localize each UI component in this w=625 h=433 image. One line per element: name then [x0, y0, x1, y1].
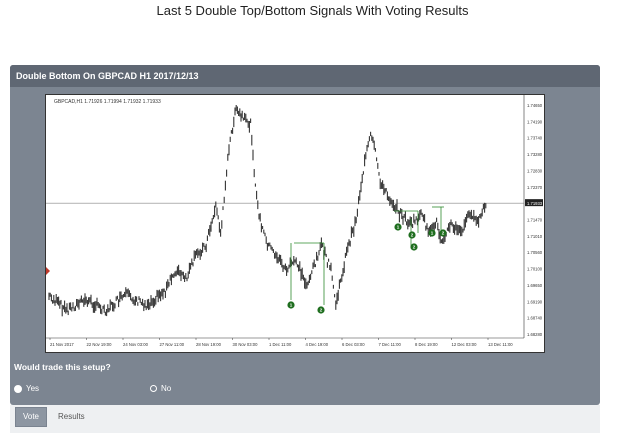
candles [48, 105, 487, 317]
price-tick-label: 1.73740 [527, 136, 543, 141]
chart-canvas: GBPCAD,H1 1.71926 1.71994 1.71932 1.7193… [46, 95, 543, 347]
price-tick-label: 1.71933 [527, 201, 543, 206]
vote-no-radio[interactable]: No [150, 384, 171, 393]
panel-header: Double Bottom On GBPCAD H1 2017/12/13 [10, 65, 600, 87]
trade-question: Would trade this setup? [14, 362, 111, 372]
time-tick-label: 28 Nov 19:00 [196, 342, 222, 347]
price-tick-label: 1.73280 [527, 152, 543, 157]
price-tick-label: 1.74190 [527, 119, 543, 124]
price-tick-label: 1.69650 [527, 283, 543, 288]
time-tick-label: 12 Dec 03:00 [452, 342, 478, 347]
time-tick-label: 30 Nov 03:00 [233, 342, 259, 347]
vote-no-label: No [161, 384, 172, 393]
price-tick-label: 1.70560 [527, 250, 543, 255]
signal-marker: 1 [394, 223, 402, 231]
price-tick-label: 1.68740 [527, 316, 543, 321]
price-tick-label: 1.70100 [527, 267, 543, 272]
signal-marker: 2 [439, 229, 447, 237]
price-tick-label: 1.72370 [527, 185, 543, 190]
signal-markers: 1 2 1 2 2 1 2 [46, 223, 447, 314]
time-tick-label: 13 Dec 11:00 [488, 342, 513, 347]
price-chart: GBPCAD,H1 1.71926 1.71994 1.71932 1.7193… [45, 94, 545, 353]
time-tick-label: 21 Nov 2017 [50, 342, 74, 347]
vote-yes-radio[interactable]: Yes [14, 384, 39, 393]
price-tick-label: 1.68280 [527, 332, 543, 337]
marker-label: 2 [411, 233, 414, 238]
signal-marker: 2 [317, 306, 325, 314]
time-tick-label: 1 Dec 11:00 [269, 342, 292, 347]
signal-marker: 1 [287, 301, 295, 309]
time-tick-label: 24 Nov 03:00 [123, 342, 149, 347]
vote-button[interactable]: Vote [15, 407, 47, 427]
time-tick-label: 6 Dec 03:00 [342, 342, 365, 347]
time-tick-label: 27 Nov 11:00 [160, 342, 185, 347]
time-tick-label: 22 Nov 19:00 [87, 342, 113, 347]
price-tick-label: 1.69190 [527, 299, 543, 304]
marker-label: 1 [397, 225, 400, 230]
marker-label: 2 [320, 308, 323, 313]
page-title: Last 5 Double Top/Bottom Signals With Vo… [156, 3, 469, 18]
marker-label: 2 [442, 231, 445, 236]
price-tick-label: 1.74650 [527, 103, 543, 108]
marker-label: 1 [431, 231, 434, 236]
marker-label: 2 [413, 245, 416, 250]
signal-marker: 2 [410, 243, 418, 251]
signal-marker: 2 [408, 231, 416, 239]
signal-marker: 1 [428, 229, 436, 237]
vote-footer: Vote Results [10, 405, 600, 433]
arrow-icon [46, 267, 50, 275]
vote-yes-label: Yes [26, 384, 40, 393]
signal-panel: Double Bottom On GBPCAD H1 2017/12/13 GB… [10, 65, 600, 405]
price-tick-label: 1.71010 [527, 234, 543, 239]
panel-title: Double Bottom On GBPCAD H1 2017/12/13 [16, 71, 199, 81]
price-tick-label: 1.72830 [527, 168, 543, 173]
results-link[interactable]: Results [58, 412, 85, 421]
chart-header: GBPCAD,H1 1.71926 1.71994 1.71932 1.7193… [54, 99, 161, 105]
pattern-lines [290, 206, 444, 305]
time-tick-label: 8 Dec 19:00 [415, 342, 438, 347]
price-tick-label: 1.71470 [527, 218, 543, 223]
time-tick-label: 7 Dec 11:00 [379, 342, 402, 347]
radio-empty-icon [150, 385, 157, 392]
time-tick-label: 4 Dec 19:00 [306, 342, 329, 347]
radio-selected-icon [14, 384, 22, 393]
marker-label: 1 [290, 303, 293, 308]
